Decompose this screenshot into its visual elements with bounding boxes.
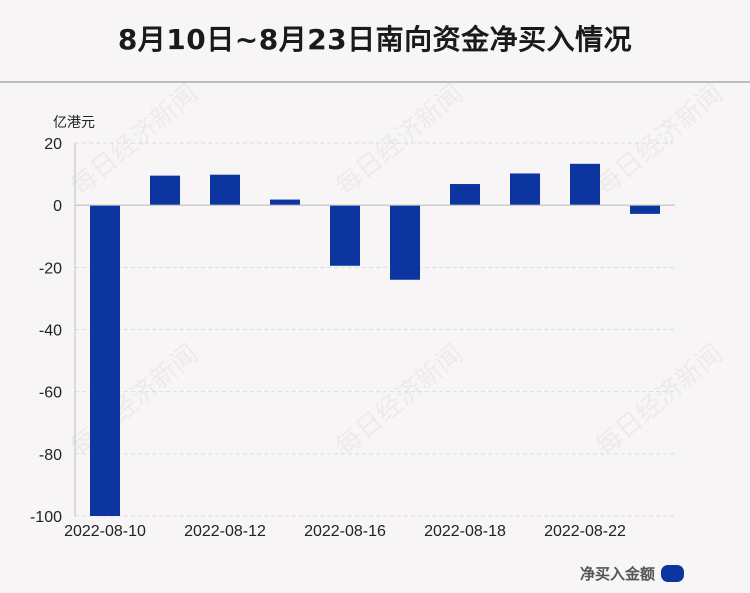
y-tick-label: -80 bbox=[39, 447, 62, 464]
bar bbox=[630, 205, 660, 214]
x-tick-label: 2022-08-16 bbox=[304, 523, 386, 540]
y-axis-unit-label: 亿港元 bbox=[53, 115, 95, 131]
bar bbox=[210, 174, 240, 206]
bar bbox=[510, 173, 540, 206]
bar bbox=[390, 205, 420, 280]
bar bbox=[570, 163, 600, 206]
x-tick-label: 2022-08-18 bbox=[424, 523, 506, 540]
bar bbox=[90, 205, 120, 516]
legend-label: 净买入金额 bbox=[579, 565, 655, 583]
y-tick-label: -60 bbox=[39, 385, 62, 402]
y-tick-label: 20 bbox=[44, 136, 62, 153]
bar bbox=[150, 175, 180, 206]
x-tick-label: 2022-08-22 bbox=[544, 523, 626, 540]
y-tick-label: -100 bbox=[30, 509, 62, 526]
y-tick-label: -20 bbox=[39, 260, 62, 277]
bar bbox=[450, 184, 480, 206]
bar bbox=[330, 205, 360, 266]
title-divider bbox=[0, 81, 750, 83]
x-tick-label: 2022-08-10 bbox=[64, 523, 146, 540]
chart-title: 8月10日~8月23日南向资金净买入情况 bbox=[117, 23, 633, 56]
bar bbox=[270, 199, 300, 206]
legend: 净买入金额 bbox=[580, 563, 684, 584]
legend-swatch bbox=[661, 565, 684, 582]
y-tick-label: -40 bbox=[39, 323, 62, 340]
y-tick-label: 0 bbox=[53, 198, 62, 215]
x-tick-label: 2022-08-12 bbox=[184, 523, 266, 540]
